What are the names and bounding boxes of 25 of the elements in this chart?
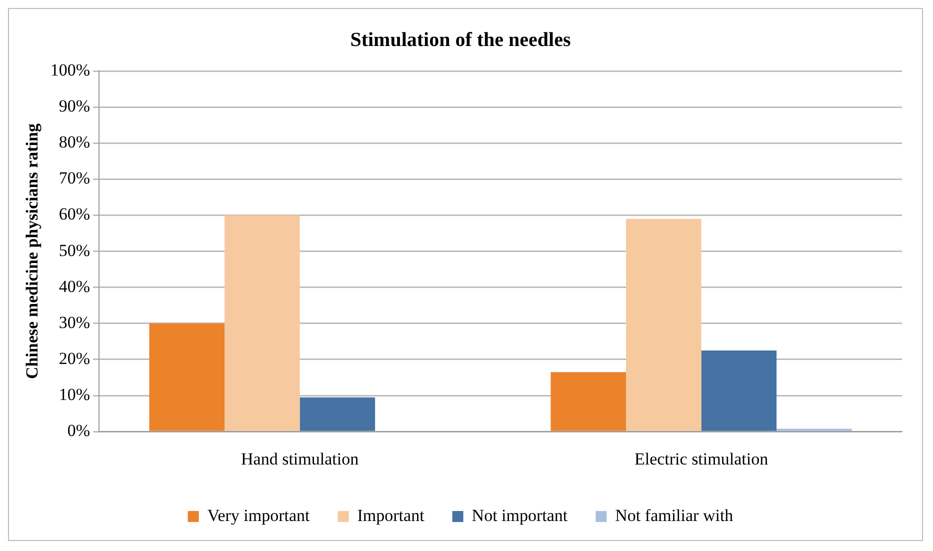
y-tick-label: 30% — [58, 312, 90, 332]
legend-label: Very important — [207, 506, 310, 525]
x-tick-label: Hand stimulation — [241, 449, 360, 468]
y-tick-label: 60% — [58, 204, 90, 224]
y-tick-label: 40% — [58, 276, 90, 296]
y-axis-title: Chinese medicine physicians rating — [22, 123, 42, 380]
y-tick-label: 50% — [58, 240, 90, 260]
y-tick-label: 80% — [58, 132, 90, 152]
y-tick-label: 0% — [67, 421, 90, 440]
y-tick-label: 20% — [58, 348, 90, 368]
bar — [224, 215, 300, 431]
bar — [300, 397, 376, 431]
y-tick-label: 100% — [50, 60, 90, 80]
legend-label: Not important — [472, 506, 568, 525]
bar — [550, 372, 626, 431]
legend-label: Important — [357, 506, 425, 525]
chart-title: Stimulation of the needles — [350, 29, 571, 52]
x-tick-label: Electric stimulation — [634, 449, 769, 468]
y-tick-label: 70% — [58, 168, 90, 188]
legend-label: Not familiar with — [615, 506, 734, 525]
bar — [149, 323, 225, 431]
y-tick-label: 90% — [58, 96, 90, 116]
bar — [701, 350, 777, 431]
y-tick-label: 10% — [58, 385, 90, 404]
bar — [626, 218, 702, 431]
